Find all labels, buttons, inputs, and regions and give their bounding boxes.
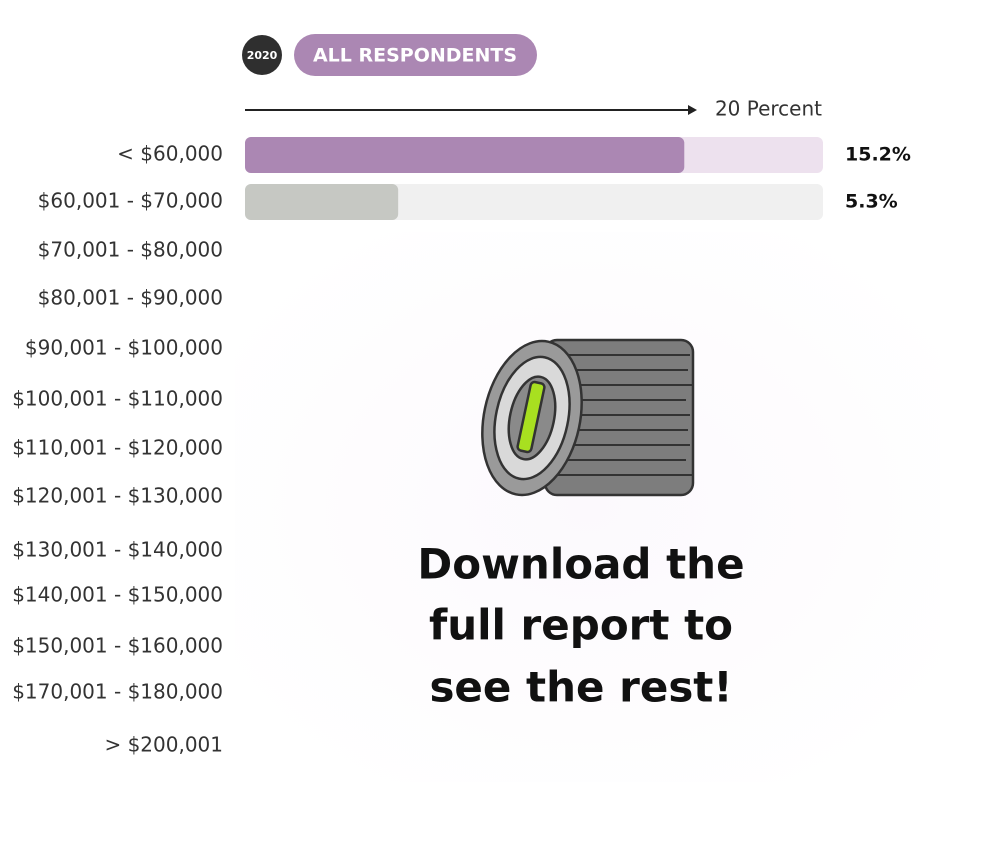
coin-icon [481, 338, 695, 497]
bar [245, 137, 685, 173]
value-label: 5.3% [845, 191, 898, 213]
bar [245, 184, 399, 220]
category-label: $110,001 - $120,000 [12, 436, 223, 460]
overlay-text: see the rest! [429, 663, 732, 712]
category-label: < $60,000 [117, 142, 223, 166]
category-label: > $200,001 [104, 733, 223, 757]
badge-label: 2020 [247, 49, 278, 62]
badge [242, 35, 282, 75]
category-label: $70,001 - $80,000 [38, 238, 223, 262]
category-label: $150,001 - $160,000 [12, 634, 223, 658]
value-label: 15.2% [845, 144, 911, 166]
category-label: $120,001 - $130,000 [12, 484, 223, 508]
filter-pill[interactable] [294, 34, 537, 76]
category-label: $80,001 - $90,000 [38, 286, 223, 310]
category-label: $140,001 - $150,000 [12, 583, 223, 607]
overlay-text: full report to [429, 601, 733, 650]
x-tick-label: 20 Percent [715, 97, 822, 121]
category-label: $60,001 - $70,000 [38, 189, 223, 213]
arrow-head [688, 105, 697, 115]
overlay-panel [235, 232, 940, 782]
category-label: $130,001 - $140,000 [12, 538, 223, 562]
category-label: $90,001 - $100,000 [25, 336, 223, 360]
category-label: $170,001 - $180,000 [12, 680, 223, 704]
category-label: $100,001 - $110,000 [12, 387, 223, 411]
filter-label[interactable]: ALL RESPONDENTS [313, 45, 517, 67]
overlay-text: Download the [417, 540, 744, 589]
